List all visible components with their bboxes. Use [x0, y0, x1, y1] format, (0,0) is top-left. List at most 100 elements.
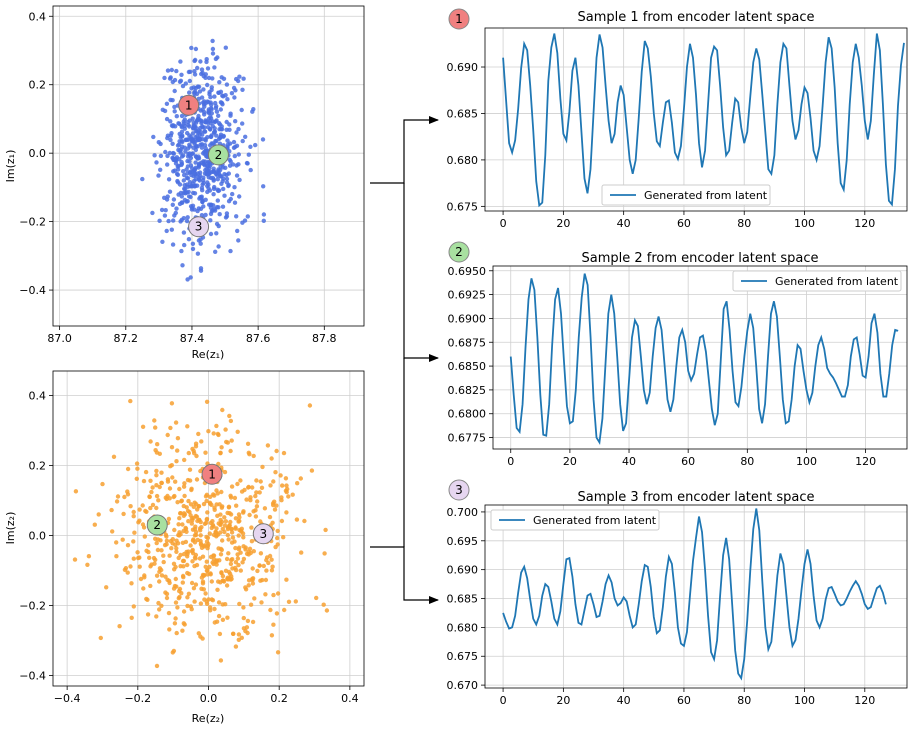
scatter-point — [210, 51, 216, 56]
sample-marker-label: 2 — [153, 518, 161, 532]
scatter-point — [181, 609, 187, 614]
scatter-plot-z1: 1 2 3 87.0 87.2 87.4 87.6 87.8 −0.4 −0.2 0.0 0.2 0.… — [4, 5, 365, 361]
scatter-point — [223, 519, 229, 524]
scatter-point — [284, 577, 289, 582]
scatter-point — [163, 574, 168, 579]
x-tick-label: 60 — [677, 217, 691, 230]
scatter-point — [230, 566, 235, 571]
scatter-point — [146, 543, 151, 548]
scatter-point — [214, 133, 219, 138]
scatter-point — [219, 570, 224, 576]
scatter-point — [168, 133, 173, 138]
sample-marker-2 — [207, 144, 229, 166]
scatter-point — [216, 613, 222, 619]
scatter-point — [187, 180, 193, 185]
scatter-point — [179, 498, 184, 503]
scatter-point — [195, 251, 201, 256]
x-tick-label: 20 — [556, 694, 570, 707]
scatter-point — [149, 489, 154, 495]
scatter-point — [257, 490, 262, 495]
scatter-point — [115, 494, 121, 499]
scatter-point — [125, 489, 130, 494]
scatter-point — [142, 573, 147, 578]
x-tick-label: 0.0 — [200, 692, 218, 705]
scatter-point — [225, 142, 231, 147]
scatter-point — [137, 518, 142, 523]
scatter-point — [171, 197, 177, 202]
scatter-point — [154, 473, 159, 478]
scatter-point — [250, 566, 255, 571]
scatter-point — [214, 104, 219, 109]
x-tick-label: 60 — [681, 455, 695, 468]
scatter-point — [274, 611, 280, 616]
scatter-point — [165, 135, 170, 141]
scatter-point — [240, 560, 245, 565]
scatter-point — [173, 479, 178, 484]
scatter-point — [154, 573, 160, 578]
line-plot-sample-3: 3 Sample 3 from encoder latent space 0 20… — [447, 479, 908, 707]
scatter-point — [199, 119, 204, 124]
scatter-point — [181, 484, 187, 489]
scatter-point — [156, 173, 161, 178]
scatter-point — [236, 78, 241, 84]
scatter-point — [191, 145, 196, 150]
y-tick-label: 0.4 — [29, 390, 47, 403]
scatter-point — [210, 519, 215, 524]
scatter-point — [152, 418, 157, 423]
x-tick-label: 120 — [854, 694, 875, 707]
scatter-point — [245, 630, 250, 636]
scatter-point — [238, 568, 243, 573]
scatter-point — [185, 119, 191, 125]
scatter-point — [198, 601, 204, 606]
scatter-point — [228, 418, 234, 424]
scatter-point — [140, 176, 145, 182]
scatter-point — [290, 492, 295, 497]
scatter-point — [201, 587, 206, 592]
scatter-point — [254, 490, 259, 495]
scatter-point — [239, 107, 244, 113]
x-tick-label: 87.8 — [312, 332, 337, 345]
scatter-point — [261, 184, 266, 189]
scatter-point — [153, 557, 158, 562]
scatter-point — [159, 603, 164, 608]
scatter-point — [192, 563, 197, 569]
scatter-point — [198, 468, 203, 474]
scatter-point — [131, 539, 136, 544]
y-tick-label: 0.700 — [447, 506, 479, 519]
x-tick-label: 87.6 — [246, 332, 271, 345]
scatter-point — [214, 526, 219, 531]
y-tick-label: 0.6875 — [448, 336, 487, 349]
scatter-point — [72, 557, 78, 562]
scatter-point — [214, 221, 220, 227]
scatter-point — [194, 453, 199, 459]
scatter-point — [165, 153, 170, 159]
scatter-point — [141, 525, 147, 530]
scatter-point — [170, 242, 176, 247]
scatter-point — [250, 576, 255, 582]
scatter-point — [198, 137, 203, 142]
scatter-point — [232, 495, 238, 501]
scatter-point — [203, 75, 208, 81]
scatter-point — [145, 612, 151, 617]
scatter-point — [173, 600, 179, 605]
scatter-point — [136, 555, 141, 561]
scatter-point — [189, 516, 194, 521]
scatter-point — [227, 523, 232, 528]
scatter-point — [216, 600, 222, 605]
scatter-point — [307, 403, 313, 408]
scatter-point — [225, 615, 230, 620]
scatter-point — [198, 533, 203, 538]
scatter-point — [183, 186, 188, 192]
scatter-point — [178, 190, 183, 196]
scatter-point — [246, 152, 251, 157]
scatter-point — [192, 72, 198, 77]
y-tick-label: 0.6900 — [448, 312, 487, 325]
line3-badge — [448, 479, 470, 501]
scatter-point — [232, 153, 237, 159]
scatter-point — [236, 637, 241, 642]
scatter-point — [185, 137, 190, 142]
x-tick-label: 87.2 — [114, 332, 139, 345]
scatter-point — [159, 567, 164, 573]
scatter-point — [185, 158, 190, 164]
scatter-point — [162, 75, 167, 81]
